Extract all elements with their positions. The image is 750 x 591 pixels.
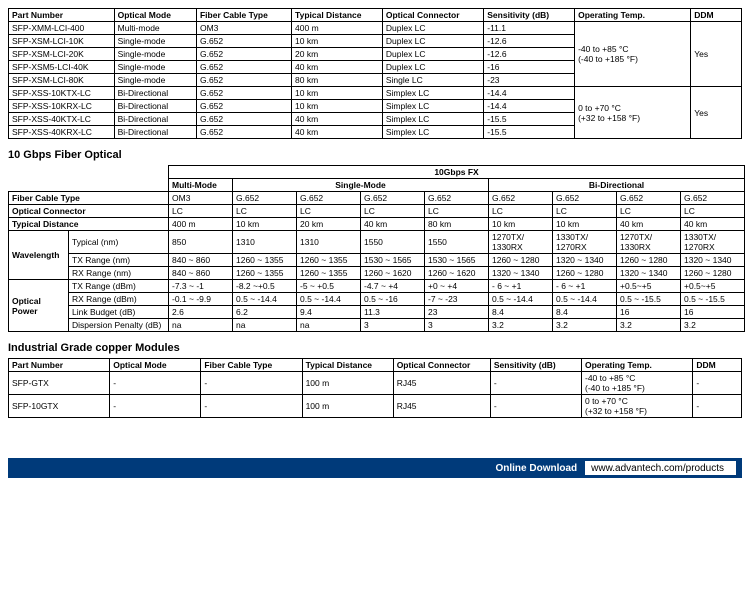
col-distance: Typical Distance: [292, 9, 383, 22]
col-connector: Optical Connector: [382, 9, 483, 22]
table-header-row: Part NumberOptical ModeFiber Cable TypeT…: [9, 359, 742, 372]
table-row: SFP-10GTX--100 mRJ45-0 to +70 °C (+32 to…: [9, 395, 742, 418]
fx-table: 10Gbps FX Multi-Mode Single-Mode Bi-Dire…: [8, 165, 745, 332]
power-dispersion-row: Dispersion Penalty (dB) nanana333.23.23.…: [9, 319, 745, 332]
col-ddm: DDM: [691, 9, 742, 22]
ddm-cell: Yes: [691, 87, 742, 139]
connector-row: Optical Connector LCLCLCLCLCLCLCLCLC: [9, 205, 745, 218]
temp-cell: 0 to +70 °C (+32 to +158 °F): [575, 87, 691, 139]
mode-bidir: Bi-Directional: [489, 179, 745, 192]
distance-row: Typical Distance 400 m10 km20 km40 km80 …: [9, 218, 745, 231]
power-rx-row: RX Range (dBm) -0.1 ~ -9.90.5 ~ -14.40.5…: [9, 293, 745, 306]
power-group: Optical Power: [9, 280, 69, 332]
wavelength-typical-row: Wavelength Typical (nm) 8501310131015501…: [9, 231, 745, 254]
section-copper-title: Industrial Grade copper Modules: [8, 342, 742, 354]
temp-cell: -40 to +85 °C (-40 to +185 °F): [575, 22, 691, 87]
copper-table: Part NumberOptical ModeFiber Cable TypeT…: [8, 358, 742, 418]
ddm-cell: Yes: [691, 22, 742, 87]
wavelength-tx-row: TX Range (nm) 840 ~ 8601260 ~ 13551260 ~…: [9, 254, 745, 267]
mode-multimode: Multi-Mode: [169, 179, 233, 192]
section-10gbps-title: 10 Gbps Fiber Optical: [8, 149, 742, 161]
table-header-row: Part Number Optical Mode Fiber Cable Typ…: [9, 9, 742, 22]
mode-singlemode: Single-Mode: [233, 179, 489, 192]
wavelength-group: Wavelength: [9, 231, 69, 280]
sfp-table: Part Number Optical Mode Fiber Cable Typ…: [8, 8, 742, 139]
fx-title: 10Gbps FX: [169, 166, 745, 179]
footer-label: Online Download: [487, 463, 585, 474]
table-row: SFP-XMM-LCI-400Multi-modeOM3400 mDuplex …: [9, 22, 742, 35]
col-part-number: Part Number: [9, 9, 115, 22]
col-optical-mode: Optical Mode: [114, 9, 196, 22]
footer-bar: Online Download www.advantech.com/produc…: [8, 458, 742, 478]
super-header-row: 10Gbps FX: [9, 166, 745, 179]
fiber-row: Fiber Cable Type OM3G.652G.652G.652G.652…: [9, 192, 745, 205]
table-row: SFP-GTX--100 mRJ45--40 to +85 °C (-40 to…: [9, 372, 742, 395]
power-tx-row: Optical Power TX Range (dBm) -7.3 ~ -1-8…: [9, 280, 745, 293]
col-fiber-type: Fiber Cable Type: [196, 9, 291, 22]
footer-url: www.advantech.com/products: [585, 461, 736, 475]
col-sensitivity: Sensitivity (dB): [484, 9, 575, 22]
wavelength-rx-row: RX Range (nm) 840 ~ 8601260 ~ 13551260 ~…: [9, 267, 745, 280]
power-linkbudget-row: Link Budget (dB) 2.66.29.411.3238.48.416…: [9, 306, 745, 319]
table-row: SFP-XSS-10KTX-LCBi-DirectionalG.65210 km…: [9, 87, 742, 100]
col-temp: Operating Temp.: [575, 9, 691, 22]
